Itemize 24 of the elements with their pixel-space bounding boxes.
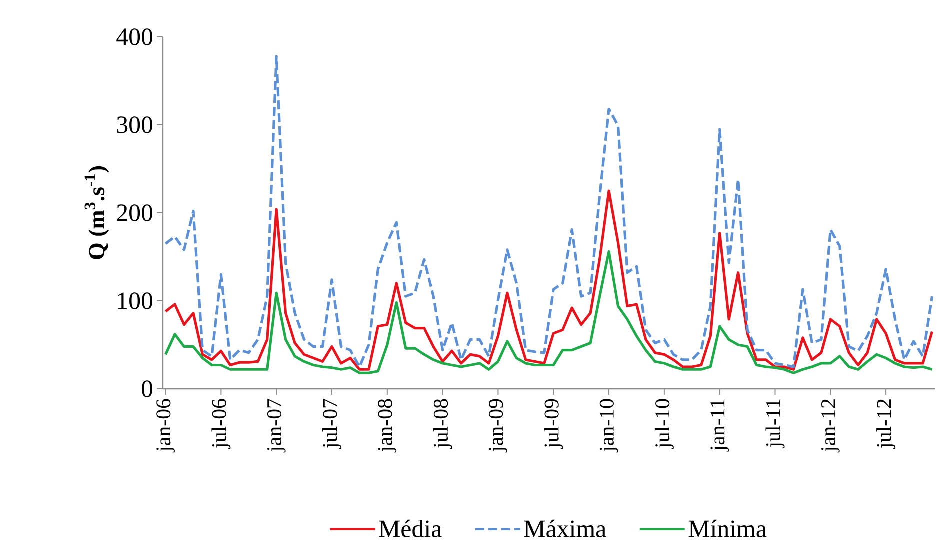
x-tick-label: jul-06 xyxy=(212,399,231,450)
legend-label: Máxima xyxy=(524,520,606,538)
x-tick-label: jan-11 xyxy=(710,400,729,452)
x-tick-label: jan-07 xyxy=(267,399,286,453)
x-tick-label: jul-11 xyxy=(766,400,785,448)
y-tick-label: 100 xyxy=(118,292,153,310)
x-tick-label: jul-09 xyxy=(544,399,564,450)
x-tick-label: jul-08 xyxy=(433,399,452,450)
line-series xyxy=(164,55,934,368)
legend-label: Mínima xyxy=(688,520,767,538)
text: Q (m$^{3}$.s$^{-1}$) xyxy=(84,166,110,260)
y-tick-label: 200 xyxy=(117,204,153,222)
x-tick-label: jul-12 xyxy=(876,400,896,450)
x-tick-label: jan-12 xyxy=(822,400,840,453)
x-tick-label: jan-08 xyxy=(378,399,397,453)
x-tick-label: jul-10 xyxy=(654,399,674,450)
y-tick-label: 300 xyxy=(117,116,153,134)
legend-label: Média xyxy=(379,520,442,538)
x-tick-label: jan-06 xyxy=(156,399,175,453)
x-tick-label: jul-07 xyxy=(322,399,342,450)
x-tick-label: jan-10 xyxy=(600,399,618,453)
y-tick-label: 0 xyxy=(142,380,153,398)
x-tick-label: jan-09 xyxy=(489,399,508,453)
y-tick-label: 400 xyxy=(116,28,153,46)
